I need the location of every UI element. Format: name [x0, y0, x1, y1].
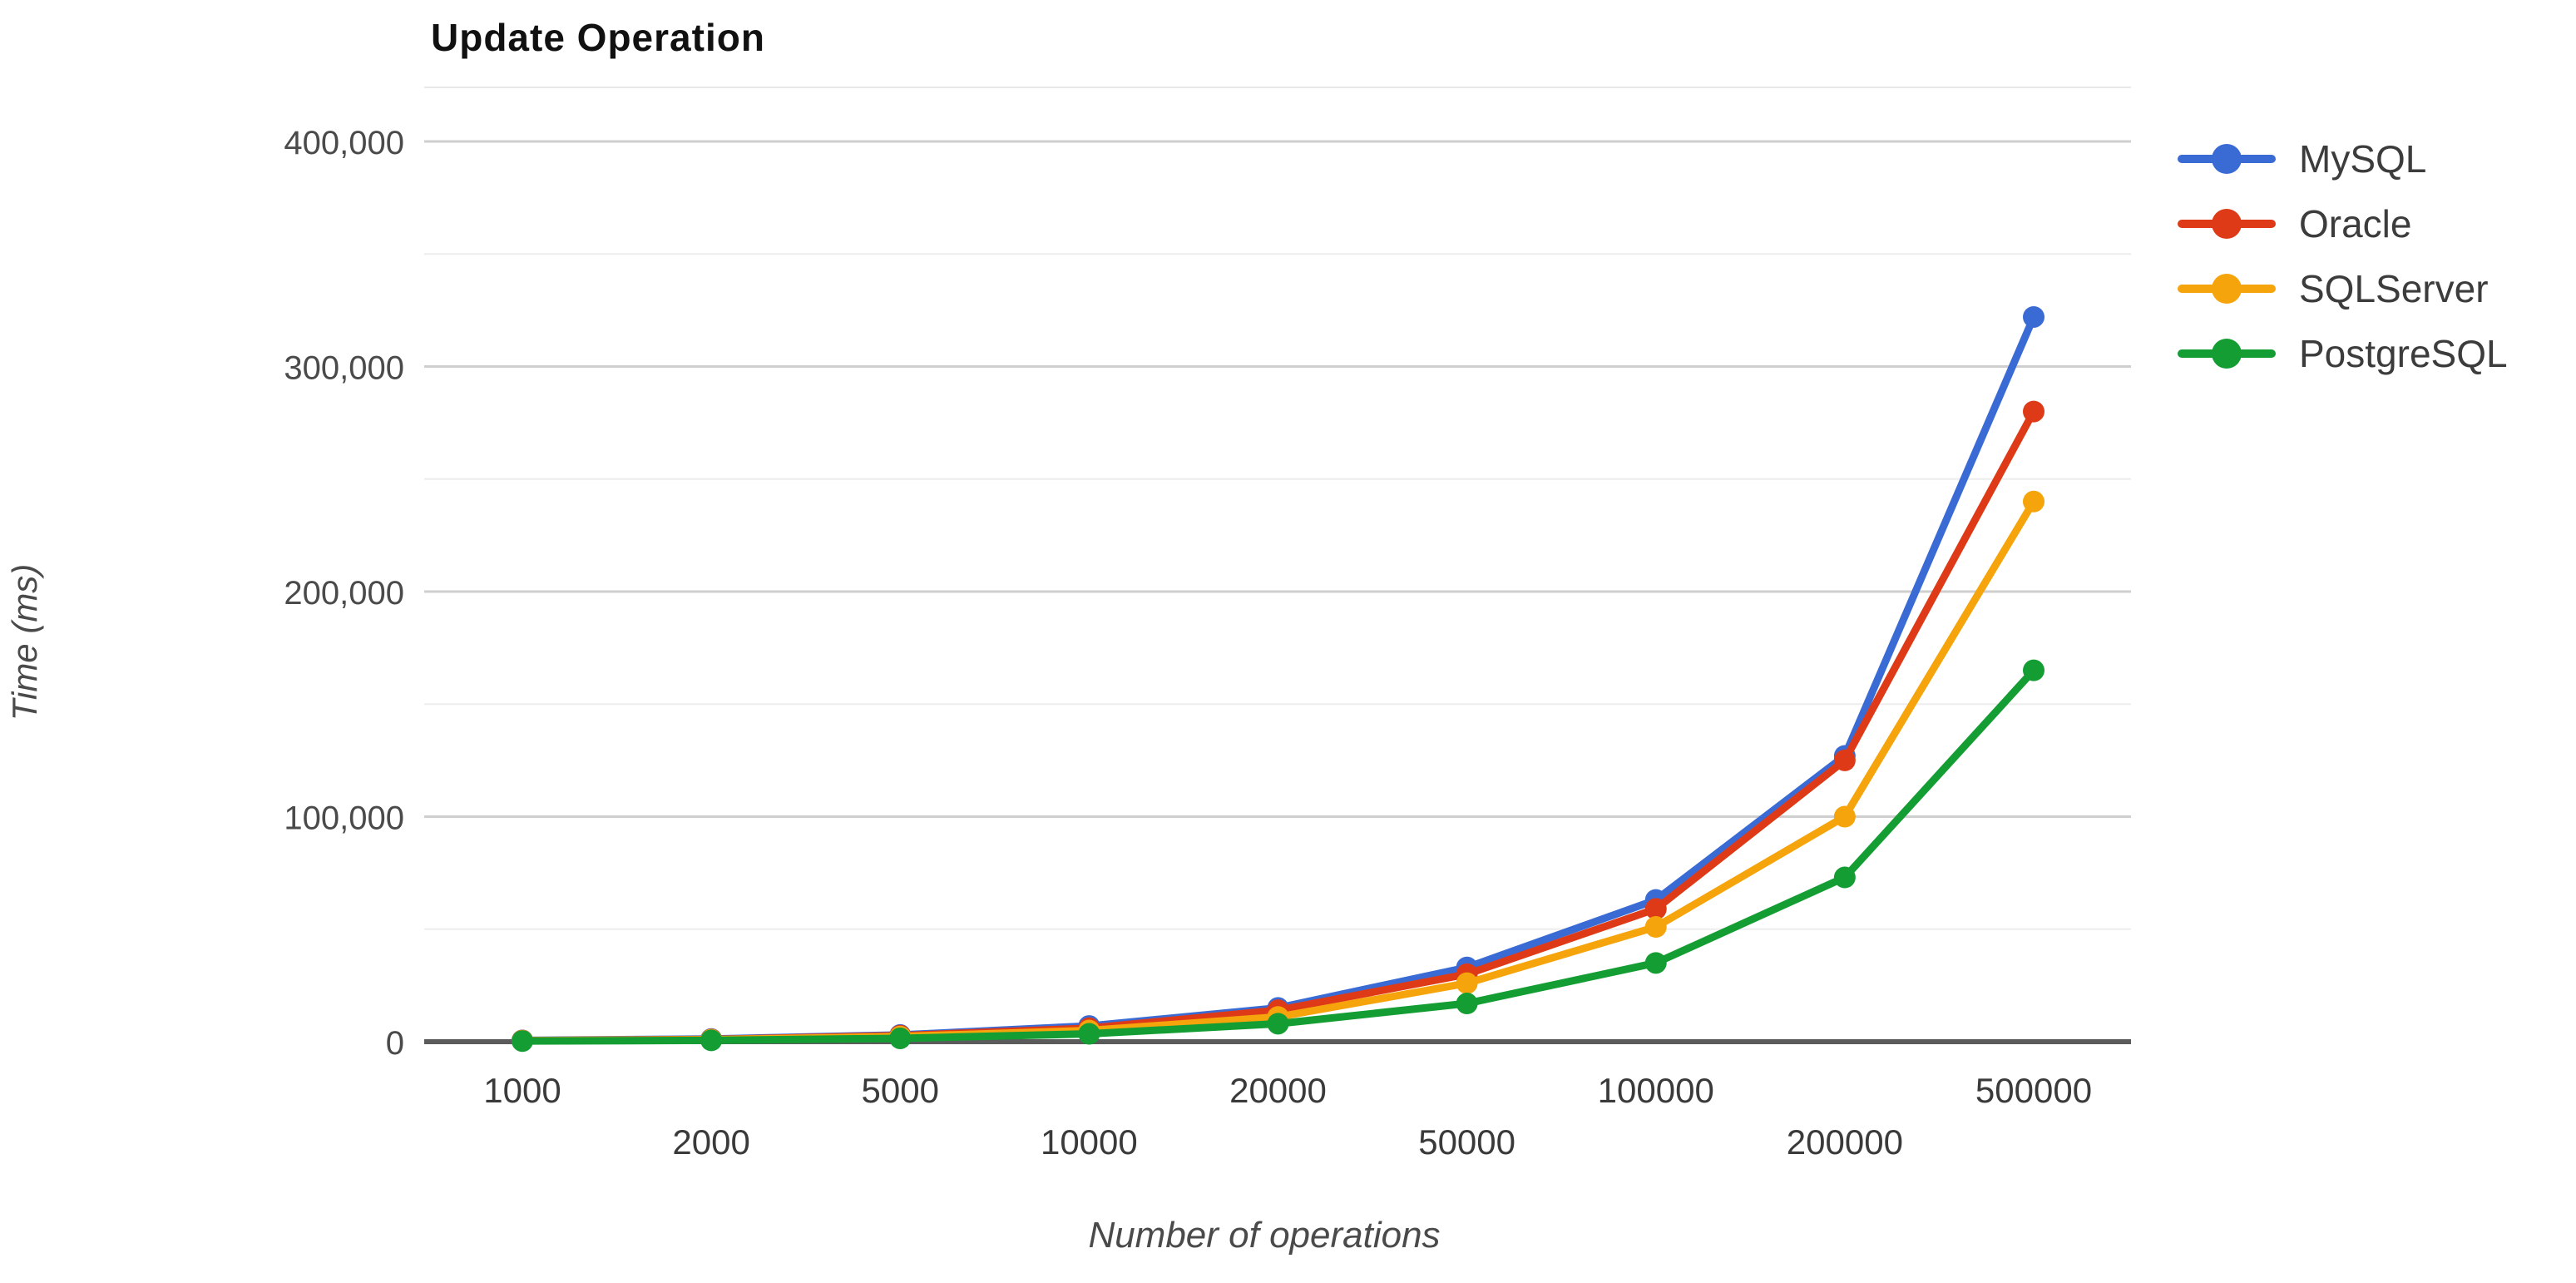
legend-item-sqlserver: SQLServer [2178, 256, 2508, 321]
series-line-MySQL [518, 313, 2038, 1044]
data-point-Oracle [2023, 400, 2044, 423]
x-tick-label: 20000 [1229, 1071, 1327, 1110]
legend-dot-icon [2212, 339, 2242, 369]
data-point-PostgreSQL [700, 1029, 723, 1052]
legend-label: PostgreSQL [2299, 332, 2508, 375]
data-point-PostgreSQL [1833, 866, 1856, 889]
x-tick-label: 5000 [862, 1071, 939, 1110]
data-point-Oracle [1644, 898, 1667, 920]
legend-label: MySQL [2299, 137, 2427, 181]
x-tick-label: 50000 [1418, 1122, 1515, 1162]
y-tick-label: 200,000 [284, 575, 404, 612]
data-point-PostgreSQL [2023, 659, 2044, 681]
legend-label: Oracle [2299, 202, 2412, 245]
data-point-SQLServer [1644, 916, 1667, 939]
data-point-PostgreSQL [889, 1027, 912, 1049]
data-point-PostgreSQL [1644, 952, 1667, 974]
y-tick-label: 300,000 [284, 350, 404, 387]
legend-item-oracle: Oracle [2178, 191, 2508, 256]
x-tick-label: 1000 [483, 1071, 561, 1110]
data-point-SQLServer [1833, 805, 1856, 828]
legend-line-dot-icon [2178, 209, 2276, 239]
data-point-SQLServer [2023, 490, 2044, 513]
data-point-Oracle [1833, 749, 1856, 771]
x-tick-label: 10000 [1041, 1122, 1138, 1162]
legend-dot-icon [2212, 209, 2242, 239]
chart-title: Update Operation [431, 16, 765, 59]
data-point-PostgreSQL [1078, 1023, 1100, 1045]
data-point-PostgreSQL [1267, 1013, 1289, 1035]
legend-line-dot-icon [2178, 339, 2276, 369]
data-point-MySQL [2023, 305, 2044, 328]
legend-dot-icon [2212, 274, 2242, 304]
x-tick-label: 100000 [1598, 1071, 1714, 1110]
y-tick-label: 100,000 [284, 800, 404, 837]
x-tick-label: 200000 [1787, 1122, 1903, 1162]
legend-line-dot-icon [2178, 274, 2276, 304]
series-line-PostgreSQL [518, 666, 2038, 1045]
data-point-SQLServer [1456, 972, 1478, 994]
y-tick-label: 0 [386, 1025, 404, 1062]
legend-line-dot-icon [2178, 144, 2276, 174]
legend-dot-icon [2212, 144, 2242, 174]
legend-item-postgresql: PostgreSQL [2178, 321, 2508, 386]
series-line-Oracle [518, 408, 2038, 1045]
legend-item-mysql: MySQL [2178, 126, 2508, 191]
data-point-PostgreSQL [1456, 993, 1478, 1015]
x-tick-label: 500000 [1975, 1071, 2092, 1110]
data-point-PostgreSQL [512, 1030, 533, 1053]
x-axis-title: Number of operations [1088, 1215, 1441, 1256]
chart-legend: MySQL Oracle SQLServer PostgreSQL [2178, 126, 2508, 386]
y-tick-label: 400,000 [284, 125, 404, 161]
x-tick-label: 2000 [672, 1122, 749, 1162]
legend-label: SQLServer [2299, 267, 2489, 310]
series-line-SQLServer [518, 498, 2038, 1045]
